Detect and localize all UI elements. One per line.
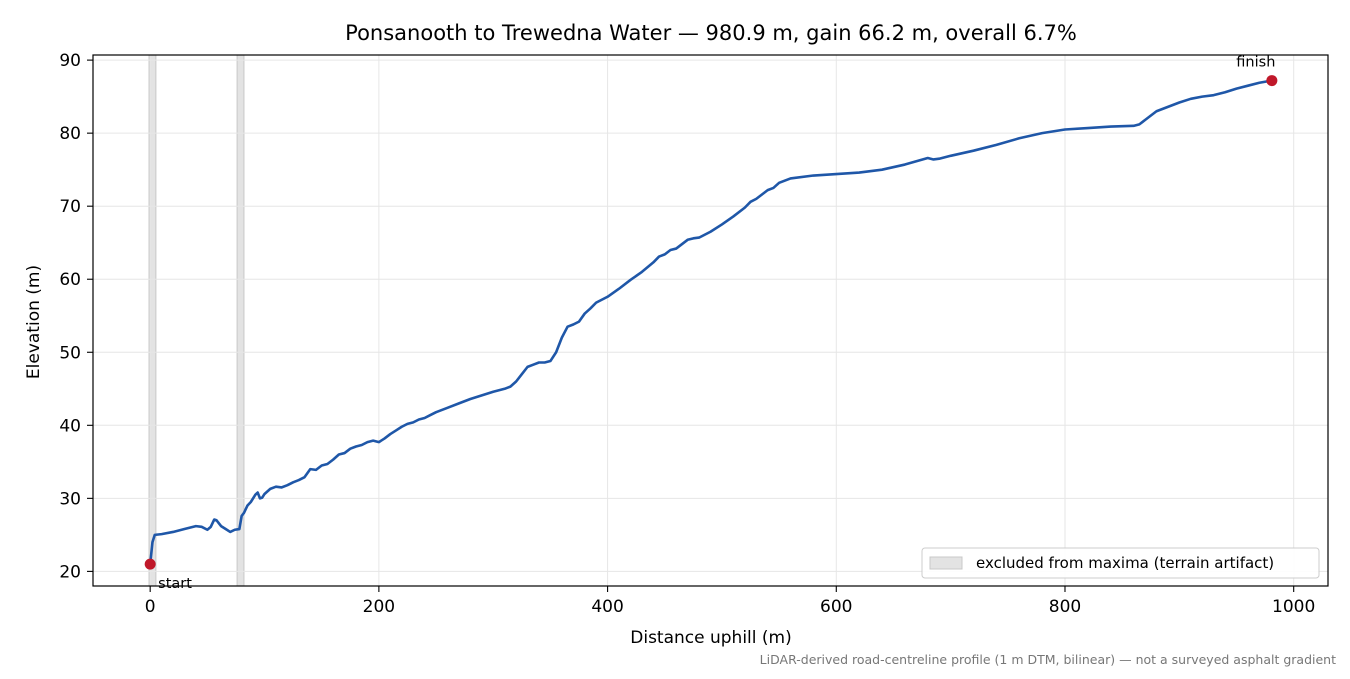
x-tick-label: 400 <box>591 597 623 617</box>
legend-box <box>921 547 1320 579</box>
axes-frame <box>92 54 1329 587</box>
legend-swatch <box>929 556 963 570</box>
x-tick-label: 200 <box>363 597 395 617</box>
axes-frame-layer <box>92 54 1329 587</box>
y-axis-label: Elevation (m) <box>24 264 44 380</box>
series-layer <box>148 79 1274 566</box>
y-tick-label: 80 <box>59 124 81 144</box>
y-tick-label: 30 <box>59 489 81 509</box>
start-marker <box>144 558 156 570</box>
legend-entry-label: excluded from maxima (terrain artifact) <box>976 554 1274 572</box>
finish-label: finish <box>1236 55 1275 71</box>
excluded-band-2 <box>236 54 245 587</box>
excluded-bands-layer <box>148 54 245 587</box>
marker-layer <box>144 75 1278 570</box>
elevation-line <box>148 79 1274 566</box>
x-tick-label: 800 <box>1049 597 1081 617</box>
chart-title: Ponsanooth to Trewedna Water — 980.9 m, … <box>345 21 1077 45</box>
y-tick-label: 70 <box>59 197 81 217</box>
y-tick-label: 50 <box>59 343 81 363</box>
start-label: start <box>158 576 192 592</box>
x-tick-label: 600 <box>820 597 852 617</box>
legend: excluded from maxima (terrain artifact) <box>921 547 1320 579</box>
y-tick-label: 20 <box>59 562 81 582</box>
x-axis-label: Distance uphill (m) <box>630 628 792 648</box>
grid-layer <box>93 55 1328 586</box>
annotation-layer: start finish <box>158 55 1275 593</box>
y-tick-label: 40 <box>59 416 81 436</box>
y-tick-label: 60 <box>59 270 81 290</box>
ticks-layer: 0 200 400 600 800 1000 20 30 40 50 60 70 80 90 <box>59 51 1315 617</box>
finish-marker <box>1266 75 1278 87</box>
y-tick-label: 90 <box>59 51 81 71</box>
footnote: LiDAR-derived road-centreline profile (1… <box>759 652 1336 667</box>
x-tick-label: 1000 <box>1272 597 1315 617</box>
x-tick-label: 0 <box>145 597 156 617</box>
